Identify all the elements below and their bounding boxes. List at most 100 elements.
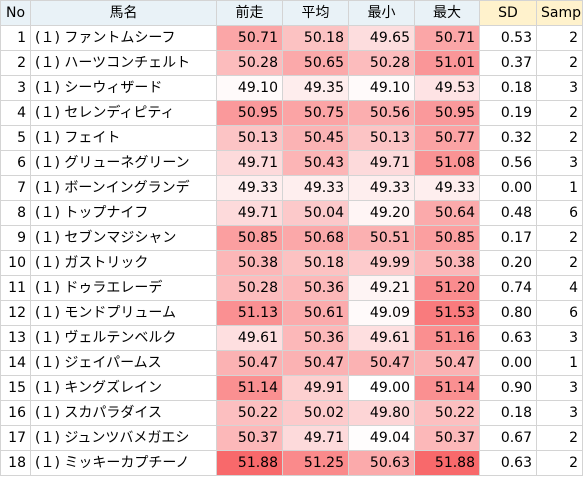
cell-maximum[interactable]: 50.71 [414,25,480,51]
cell-horse-name[interactable]: (１) ドゥラエレーデ [30,275,217,301]
cell-sample[interactable]: 6 [536,200,583,226]
cell-minimum[interactable]: 50.51 [348,225,415,251]
cell-sd[interactable]: 0.90 [479,375,537,401]
cell-last-race[interactable]: 49.33 [216,175,283,201]
cell-average[interactable]: 50.61 [282,300,349,326]
cell-last-race[interactable]: 50.13 [216,125,283,151]
cell-minimum[interactable]: 49.04 [348,425,415,451]
cell-last-race[interactable]: 50.37 [216,425,283,451]
cell-horse-name[interactable]: (１) セレンディピティ [30,100,217,126]
cell-sd[interactable]: 0.80 [479,300,537,326]
cell-no[interactable]: 18 [0,450,31,476]
cell-sample[interactable]: 6 [536,300,583,326]
cell-maximum[interactable]: 50.85 [414,225,480,251]
header-no[interactable]: No [0,0,31,26]
cell-no[interactable]: 5 [0,125,31,151]
cell-horse-name[interactable]: (１) キングズレイン [30,375,217,401]
cell-sd[interactable]: 0.00 [479,175,537,201]
cell-sd[interactable]: 0.56 [479,150,537,176]
cell-sd[interactable]: 0.00 [479,350,537,376]
cell-sample[interactable]: 2 [536,250,583,276]
cell-no[interactable]: 1 [0,25,31,51]
cell-sample[interactable]: 4 [536,275,583,301]
cell-maximum[interactable]: 50.47 [414,350,480,376]
cell-average[interactable]: 49.91 [282,375,349,401]
cell-maximum[interactable]: 50.64 [414,200,480,226]
cell-no[interactable]: 13 [0,325,31,351]
cell-average[interactable]: 50.36 [282,275,349,301]
cell-horse-name[interactable]: (１) グリューネグリーン [30,150,217,176]
cell-sd[interactable]: 0.18 [479,75,537,101]
cell-no[interactable]: 3 [0,75,31,101]
cell-minimum[interactable]: 49.00 [348,375,415,401]
cell-sd[interactable]: 0.63 [479,325,537,351]
cell-sample[interactable]: 2 [536,25,583,51]
cell-no[interactable]: 6 [0,150,31,176]
cell-maximum[interactable]: 51.20 [414,275,480,301]
cell-sample[interactable]: 2 [536,50,583,76]
cell-horse-name[interactable]: (１) シーウィザード [30,75,217,101]
cell-sd[interactable]: 0.37 [479,50,537,76]
cell-last-race[interactable]: 50.38 [216,250,283,276]
cell-no[interactable]: 2 [0,50,31,76]
cell-minimum[interactable]: 50.47 [348,350,415,376]
cell-horse-name[interactable]: (１) ガストリック [30,250,217,276]
cell-maximum[interactable]: 49.33 [414,175,480,201]
cell-horse-name[interactable]: (１) スカパラダイス [30,400,217,426]
cell-last-race[interactable]: 50.95 [216,100,283,126]
cell-average[interactable]: 50.18 [282,25,349,51]
header-last-race[interactable]: 前走 [216,0,283,26]
cell-no[interactable]: 4 [0,100,31,126]
cell-sample[interactable]: 2 [536,100,583,126]
cell-last-race[interactable]: 49.10 [216,75,283,101]
header-maximum[interactable]: 最大 [414,0,480,26]
cell-average[interactable]: 50.36 [282,325,349,351]
cell-minimum[interactable]: 49.20 [348,200,415,226]
cell-average[interactable]: 50.68 [282,225,349,251]
cell-horse-name[interactable]: (１) ヴェルテンベルク [30,325,217,351]
cell-minimum[interactable]: 49.09 [348,300,415,326]
cell-sd[interactable]: 0.18 [479,400,537,426]
cell-horse-name[interactable]: (１) ジュンツバメガエシ [30,425,217,451]
header-sample[interactable]: Sample [536,0,583,26]
cell-horse-name[interactable]: (１) フェイト [30,125,217,151]
cell-minimum[interactable]: 50.13 [348,125,415,151]
cell-no[interactable]: 12 [0,300,31,326]
header-horse-name[interactable]: 馬名 [30,0,217,26]
cell-average[interactable]: 49.71 [282,425,349,451]
cell-no[interactable]: 16 [0,400,31,426]
cell-maximum[interactable]: 51.88 [414,450,480,476]
cell-horse-name[interactable]: (１) ハーツコンチェルト [30,50,217,76]
header-minimum[interactable]: 最小 [348,0,415,26]
cell-no[interactable]: 9 [0,225,31,251]
cell-sample[interactable]: 1 [536,175,583,201]
cell-last-race[interactable]: 50.28 [216,275,283,301]
cell-no[interactable]: 7 [0,175,31,201]
cell-sd[interactable]: 0.67 [479,425,537,451]
cell-maximum[interactable]: 51.14 [414,375,480,401]
cell-average[interactable]: 50.75 [282,100,349,126]
cell-average[interactable]: 49.33 [282,175,349,201]
cell-sample[interactable]: 3 [536,150,583,176]
cell-last-race[interactable]: 49.71 [216,150,283,176]
cell-average[interactable]: 50.43 [282,150,349,176]
cell-maximum[interactable]: 50.37 [414,425,480,451]
cell-sample[interactable]: 3 [536,325,583,351]
cell-horse-name[interactable]: (１) セブンマジシャン [30,225,217,251]
cell-minimum[interactable]: 49.10 [348,75,415,101]
cell-last-race[interactable]: 51.13 [216,300,283,326]
cell-no[interactable]: 8 [0,200,31,226]
cell-minimum[interactable]: 49.61 [348,325,415,351]
cell-no[interactable]: 11 [0,275,31,301]
cell-maximum[interactable]: 51.08 [414,150,480,176]
cell-sample[interactable]: 2 [536,425,583,451]
cell-maximum[interactable]: 50.95 [414,100,480,126]
cell-sd[interactable]: 0.17 [479,225,537,251]
cell-average[interactable]: 51.25 [282,450,349,476]
cell-average[interactable]: 50.02 [282,400,349,426]
cell-average[interactable]: 50.45 [282,125,349,151]
cell-no[interactable]: 15 [0,375,31,401]
cell-sd[interactable]: 0.19 [479,100,537,126]
cell-sd[interactable]: 0.63 [479,450,537,476]
cell-average[interactable]: 50.18 [282,250,349,276]
